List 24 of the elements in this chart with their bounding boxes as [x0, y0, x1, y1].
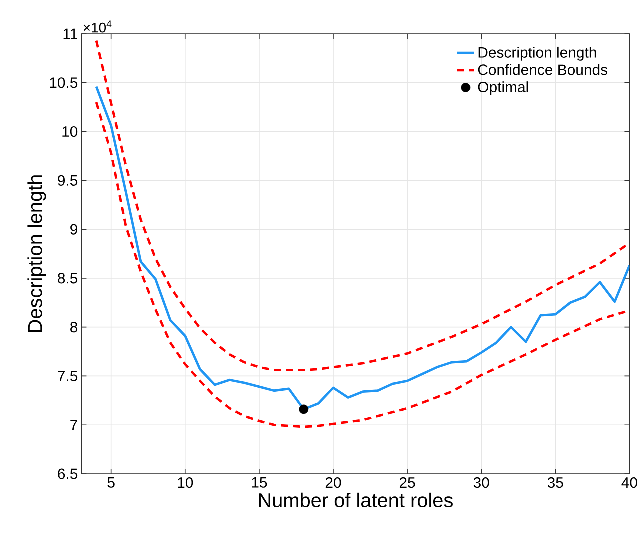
y-tick-label: 11 — [64, 28, 78, 40]
x-tick-label: 15 — [252, 478, 268, 488]
y-tick-label: 10.5 — [50, 78, 78, 88]
x-axis-title: Number of latent roles — [259, 492, 453, 508]
y-axis-title: Description length — [28, 176, 46, 332]
x-tick-label: 40 — [622, 478, 638, 488]
y-tick-label: 8 — [70, 322, 78, 333]
y-tick-label: 7 — [70, 420, 78, 430]
y-tick-label: 9.5 — [58, 175, 78, 186]
x-tick-label: 20 — [326, 478, 342, 488]
legend-label: Optimal — [478, 82, 528, 96]
legend-label: Confidence Bounds — [478, 64, 608, 76]
y-tick-label: 10 — [62, 126, 78, 138]
x-tick-label: 25 — [400, 478, 416, 488]
legend-label: Description length — [478, 46, 596, 61]
y-tick-label: 9 — [70, 224, 78, 235]
x-tick-label: 5 — [108, 478, 115, 488]
x-tick-label: 10 — [178, 478, 194, 488]
text: ×10$^{4}$ — [84, 20, 112, 33]
y-tick-label: 8.5 — [58, 273, 78, 284]
y-tick-label: 7.5 — [58, 370, 78, 382]
y-tick-label: 6.5 — [58, 468, 78, 480]
x-tick-label: 35 — [548, 478, 564, 488]
x-tick-label: 30 — [474, 478, 490, 488]
